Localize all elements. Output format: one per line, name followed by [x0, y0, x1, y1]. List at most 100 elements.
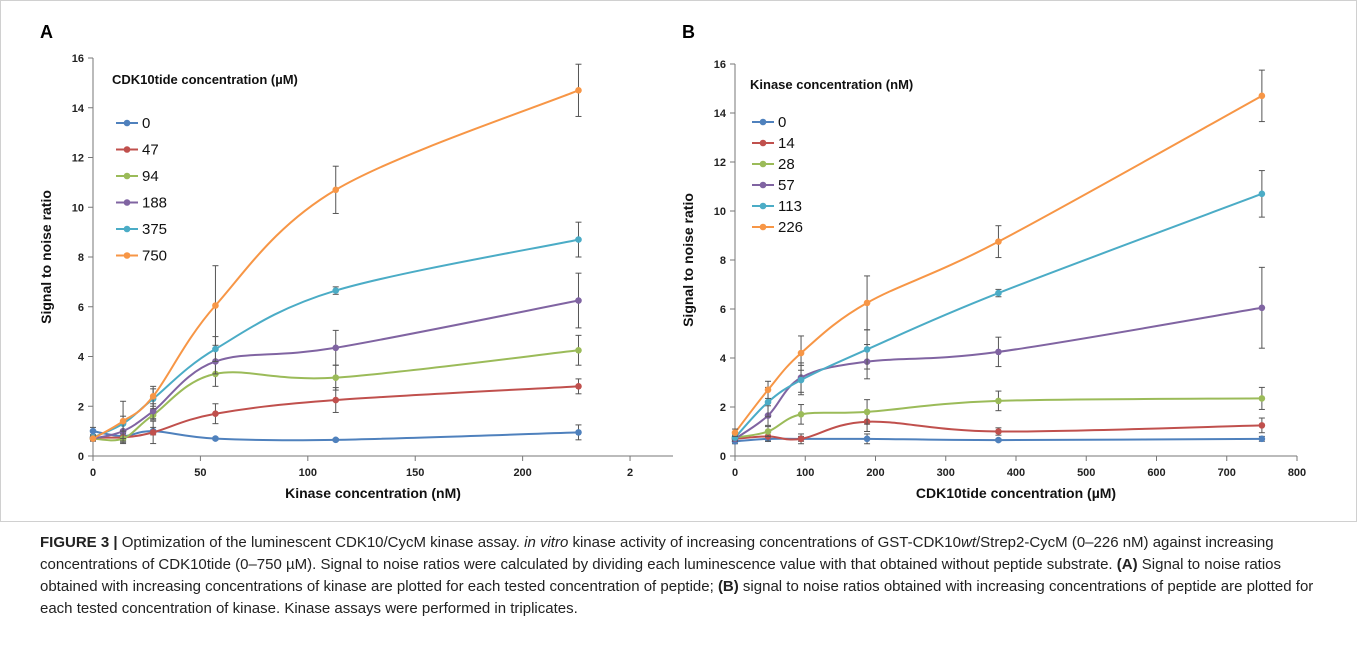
panel-b-legend-swatch-marker [759, 160, 767, 168]
panel-a-data-point-750 [575, 87, 582, 94]
panel-b-data-point-57 [995, 348, 1002, 356]
caption-text-1: Optimization of the luminescent CDK10/Cy… [117, 534, 525, 551]
panel-a-data-point-0 [89, 427, 97, 435]
figure-caption: FIGURE 3 | Optimization of the luminesce… [40, 532, 1340, 620]
panel-b-letter: B [682, 22, 695, 42]
panel-a-y-tick-label: 14 [72, 103, 85, 115]
panel-a-data-point-47 [332, 396, 340, 404]
panel-b-x-tick-label: 0 [732, 467, 738, 479]
panel-b-x-tick-label: 500 [1077, 467, 1095, 479]
panel-b-legend-label: 28 [778, 156, 795, 173]
panel-a-y-tick-label: 10 [72, 202, 84, 214]
panel-a-data-point-375 [575, 236, 582, 243]
caption-text-4: Signal to noise ratios obtained with inc… [40, 556, 1282, 595]
panel-a-y-axis-title: Signal to noise ratio [38, 190, 54, 324]
caption-bold-b: (B) [717, 578, 739, 595]
panel-a-x-axis-title: Kinase concentration (nM) [285, 485, 461, 501]
panel-b-x-tick-label: 200 [866, 467, 884, 479]
panel-b-data-point-226 [764, 386, 772, 394]
panel-a-data-point-750 [212, 302, 219, 309]
panel-a-x-tick-label: 50 [194, 467, 206, 479]
caption-text-2: kinase activity of increasing concentrat… [568, 534, 961, 551]
panel-b-data-point-226 [1258, 92, 1266, 100]
panel-b-data-point-226 [731, 429, 739, 437]
panel-b-data-point-113 [797, 376, 805, 384]
panel-b-data-point-57 [1258, 304, 1266, 312]
panel-b-data-point-0 [863, 435, 871, 443]
panel-a-data-point-188 [332, 344, 340, 352]
panel-b-data-point-0 [1258, 435, 1266, 443]
panel-b-y-tick-label: 12 [714, 157, 726, 169]
panel-a-data-point-188 [149, 407, 157, 415]
panel-b-x-axis-title: CDK10tide concentration (µM) [916, 485, 1116, 501]
panel-a-data-point-94 [575, 346, 582, 354]
panel-b-legend-label: 0 [778, 114, 786, 131]
panel-b-data-point-226 [797, 349, 805, 357]
panel-b-legend-swatch-marker [759, 202, 767, 210]
panel-a-legend-label: 375 [142, 221, 167, 238]
panel-b-legend-label: 14 [778, 135, 795, 152]
panel-a-legend-swatch-marker [123, 252, 131, 259]
panel-a-y-tick-label: 4 [78, 352, 85, 364]
panel-b-data-point-14 [797, 435, 805, 443]
panel-a-data-point-750 [332, 186, 340, 194]
panel-a-data-point-94 [332, 374, 340, 381]
panel-b-data-point-113 [995, 289, 1002, 297]
panel-b-series-line-226 [734, 94, 1263, 434]
panel-b-data-point-28 [1258, 395, 1266, 402]
panel-b-legend-title: Kinase concentration (nM) [750, 77, 913, 92]
panel-b-data-point-14 [1258, 422, 1266, 429]
panel-a-legend-label: 94 [142, 168, 159, 185]
panel-b-y-tick-label: 14 [714, 108, 727, 120]
panel-a-legend-swatch-marker [123, 199, 131, 206]
panel-b-data-point-28 [764, 428, 772, 435]
panel-a-data-point-375 [332, 287, 340, 294]
panel-b-x-tick-label: 600 [1147, 467, 1165, 479]
panel-a-x-tick-label: 150 [406, 467, 424, 479]
panel-b-data-point-226 [863, 299, 871, 307]
panel-a-legend-title: CDK10tide concentration (µM) [112, 72, 298, 87]
panel-b-legend-swatch-marker [759, 118, 767, 126]
panel-b-data-point-226 [995, 238, 1002, 245]
panel-a-data-point-750 [89, 435, 97, 442]
panel-b-y-tick-label: 2 [720, 402, 726, 414]
panel-b-x-tick-label: 300 [937, 467, 955, 479]
caption-bold-a: (A) [1116, 556, 1138, 573]
panel-a-y-tick-label: 8 [78, 252, 84, 264]
panel-a-legend-label: 188 [142, 195, 167, 212]
caption-italic-1: in vitro [524, 534, 569, 551]
panel-a-legend-label: 0 [142, 115, 150, 132]
panel-a-y-tick-label: 12 [72, 153, 84, 165]
panel-b-y-tick-label: 8 [720, 255, 726, 267]
caption-text-3: /Strep2-CycM (0–226 nM) against increasi… [40, 534, 1274, 573]
panel-b-y-tick-label: 6 [720, 304, 726, 316]
panel-b-y-tick-label: 10 [714, 206, 726, 218]
panel-a-x-tick-label: 0 [90, 467, 96, 479]
panel-a-letter: A [40, 22, 53, 42]
panel-b-x-tick-label: 700 [1218, 467, 1236, 479]
panel-a-data-point-0 [332, 436, 340, 444]
panel-b-y-tick-label: 4 [720, 353, 727, 365]
panel-a-data-point-47 [575, 383, 582, 390]
panel-b-legend-swatch-marker [759, 181, 767, 189]
panel-a-legend-swatch-marker [123, 225, 131, 233]
caption-italic-2: wt [960, 534, 976, 551]
panel-a-data-point-375 [212, 345, 219, 353]
panel-b-legend-label: 57 [778, 177, 795, 194]
panel-b-data-point-113 [764, 398, 772, 406]
panel-a-data-point-47 [212, 410, 219, 418]
panel-a-x-tick-label: 100 [299, 467, 317, 479]
panel-b-y-tick-label: 0 [720, 451, 726, 463]
panel-a-y-tick-label: 0 [78, 451, 84, 463]
panel-b-data-point-0 [995, 436, 1002, 444]
panel-b-legend-swatch-marker [759, 139, 767, 147]
panel-b-data-point-28 [995, 397, 1002, 405]
caption-text-5: signal to noise ratios obtained with inc… [40, 578, 1314, 617]
panel-b-legend-label: 226 [778, 219, 803, 236]
caption-label: FIGURE 3 | [40, 534, 118, 551]
panel-a-y-tick-label: 6 [78, 302, 84, 314]
panel-b-data-point-113 [1258, 190, 1266, 198]
panel-a-data-point-750 [119, 417, 127, 425]
panel-a-x-tick-label: 200 [513, 467, 531, 479]
